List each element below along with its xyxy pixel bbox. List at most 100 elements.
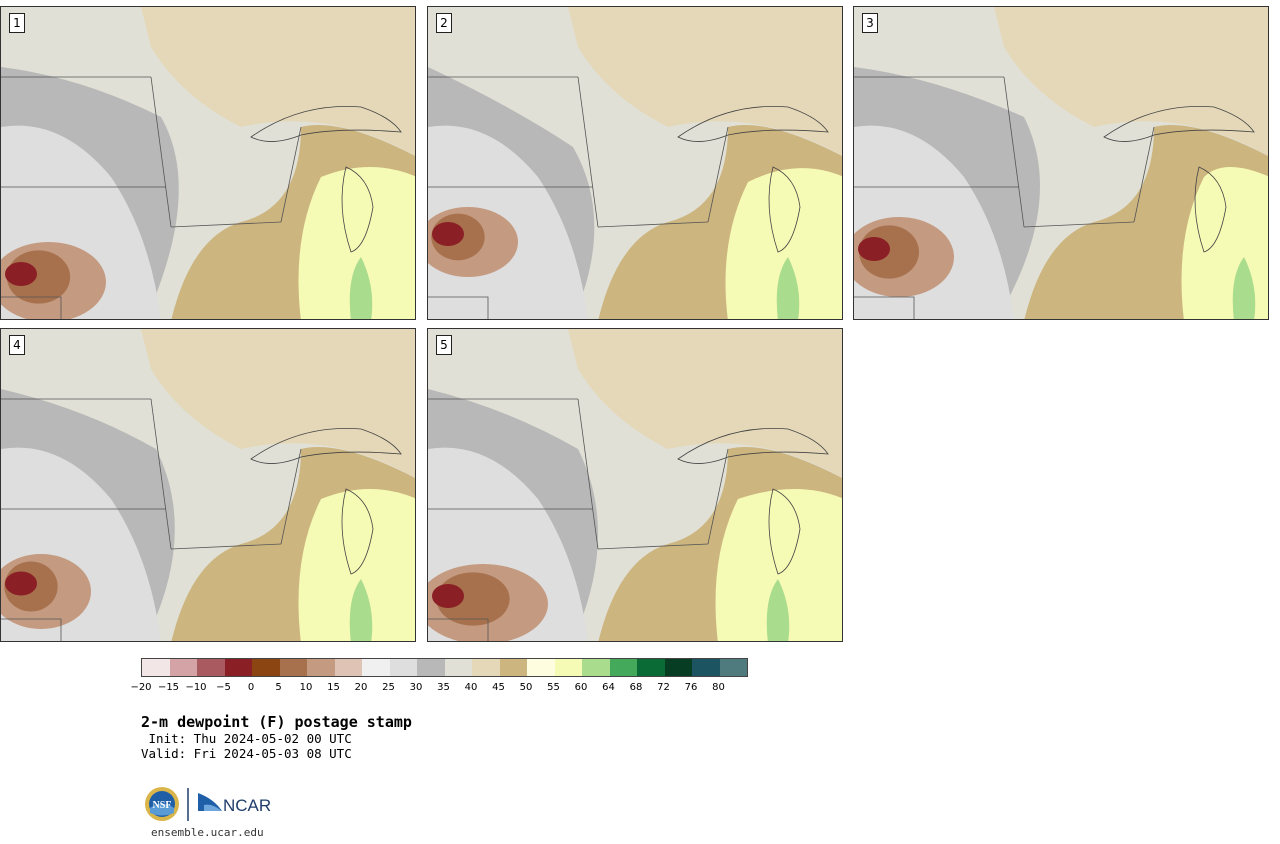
colorbar-tick-label: 72 [657,682,670,693]
colorbar-tick-label: 68 [629,682,643,693]
lake-outline [1194,166,1227,253]
lake-outline [1103,106,1255,142]
lake-outline [677,428,829,464]
state-border [577,76,599,228]
dewpoint-region [5,262,37,286]
state-border [428,296,489,319]
dewpoint-region [432,584,464,608]
map-panel-3: 3 [853,6,1269,320]
dewpoint-map-4 [1,329,415,641]
state-border [707,448,729,545]
state-border [170,221,282,228]
lake-outline [341,166,374,253]
state-border [428,618,489,641]
dewpoint-region [5,571,37,596]
colorbar-swatch [692,659,720,676]
state-border [1,618,62,641]
colorbar-swatch [307,659,335,676]
dewpoint-region [141,329,415,478]
colorbar-tick-label: 60 [574,682,588,693]
lake-outline [768,488,801,575]
colorbar-tick-label: −15 [157,682,180,693]
state-border [280,448,302,545]
dewpoint-region [994,7,1268,156]
colorbar-tick-label: 80 [712,682,725,693]
dewpoint-map-5 [428,329,842,641]
colorbar-swatch [719,659,747,676]
colorbar-tick-label: 20 [354,682,368,693]
dewpoint-region [141,7,415,156]
colorbar [141,658,748,677]
lake-outline [768,166,801,253]
state-border [1,296,62,319]
colorbar-tick-label: 50 [519,682,533,693]
colorbar-tick-label: −10 [185,682,207,693]
colorbar-tick-label: 35 [437,682,450,693]
dewpoint-region [715,489,842,641]
colorbar-tick-label: 30 [409,682,423,693]
logos: NSF NCAR [145,787,271,821]
colorbar-tick-label: −5 [216,682,231,693]
panel-number-label: 5 [436,335,452,355]
panel-number-label: 3 [862,13,878,33]
colorbar-tick-label: 40 [464,682,478,693]
colorbar-swatch [554,659,582,676]
colorbar-swatch [197,659,225,676]
map-panel-1: 1 [0,6,416,320]
dewpoint-region [1232,257,1256,319]
colorbar-swatch [472,659,500,676]
panel-number-label: 2 [436,13,452,33]
state-border [597,543,709,550]
colorbar-ticks: −20 −15 −10 −5 0 5 10 15 20 25 30 35 40 45 50 55 60 64 68 7… [130,682,761,696]
colorbar-tick-label: 0 [247,682,255,693]
state-border [170,543,282,550]
state-border [280,126,302,223]
panel-number-label: 1 [9,13,25,33]
state-border [854,296,915,319]
chart-title: 2-m dewpoint (F) postage stamp [141,713,412,731]
lake-outline [250,106,402,142]
dewpoint-region [766,579,790,641]
colorbar-tick-label: 64 [602,682,615,693]
dewpoint-region [298,167,415,319]
colorbar-tick-label: 55 [547,682,560,693]
dewpoint-region [776,257,800,319]
dewpoint-region [725,168,842,319]
colorbar-tick-label: 5 [275,682,282,693]
state-border [1023,221,1135,228]
panel-number-label: 4 [9,335,25,355]
nsf-logo-text: NSF [153,800,172,811]
colorbar-tick-label: 76 [684,682,698,693]
colorbar-swatch [169,659,197,676]
lake-outline [250,428,402,464]
colorbar-swatch [499,659,527,676]
dewpoint-region [349,257,373,319]
colorbar-tick-label: 45 [492,682,505,693]
dewpoint-region [858,237,890,261]
colorbar-swatch [664,659,692,676]
dewpoint-region [349,579,373,641]
dewpoint-map-3 [854,7,1268,319]
state-border [577,398,599,550]
state-border [150,398,172,550]
colorbar-swatch [417,659,445,676]
colorbar-swatch [279,659,307,676]
nsf-logo: NSF [145,787,179,821]
site-url: ensemble.ucar.edu [151,826,264,839]
lake-outline [341,488,374,575]
colorbar-swatch [527,659,555,676]
colorbar-swatch [224,659,252,676]
valid-time: Valid: Fri 2024-05-03 08 UTC [141,746,352,761]
colorbar-swatch [334,659,362,676]
colorbar-swatch [252,659,280,676]
colorbar-tick-label: 10 [299,682,313,693]
dewpoint-region [432,222,464,246]
dewpoint-region [568,329,842,478]
colorbar-swatch [142,659,170,676]
dewpoint-map-2 [428,7,842,319]
state-border [707,126,729,223]
colorbar-swatch [609,659,637,676]
map-panel-5: 5 [427,328,843,642]
colorbar-swatch [389,659,417,676]
map-panel-2: 2 [427,6,843,320]
